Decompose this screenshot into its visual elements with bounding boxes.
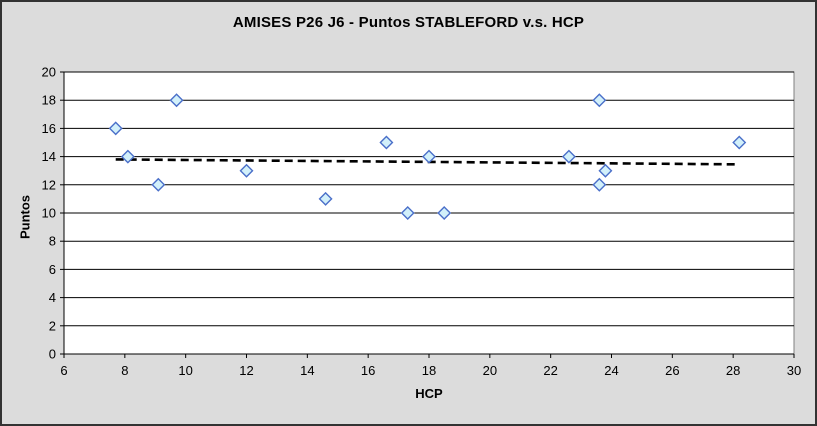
- data-point-diamond: [108, 121, 123, 136]
- data-point-diamond: [379, 135, 394, 150]
- x-tick-label: 8: [121, 363, 128, 378]
- data-point-diamond: [318, 191, 333, 206]
- y-tick-label: 20: [42, 65, 56, 80]
- data-point-diamond: [732, 135, 747, 150]
- data-point-diamond: [598, 163, 613, 178]
- y-tick-label: 10: [42, 206, 56, 221]
- data-point-diamond: [169, 93, 184, 108]
- x-tick-label: 10: [178, 363, 192, 378]
- x-tick-label: 22: [543, 363, 557, 378]
- y-tick-label: 0: [49, 347, 56, 362]
- data-point-diamond: [561, 149, 576, 164]
- x-tick-label: 24: [604, 363, 618, 378]
- x-tick-label: 12: [239, 363, 253, 378]
- y-tick-label: 16: [42, 121, 56, 136]
- x-tick-label: 30: [787, 363, 801, 378]
- x-tick-label: 20: [483, 363, 497, 378]
- data-point-diamond: [592, 177, 607, 192]
- chart-title: AMISES P26 J6 - Puntos STABLEFORD v.s. H…: [232, 14, 585, 31]
- x-axis-title: HCP: [415, 386, 443, 401]
- x-tick-label: 16: [361, 363, 375, 378]
- data-point-diamond: [592, 93, 607, 108]
- y-tick-label: 2: [49, 318, 56, 333]
- data-point-diamond: [400, 206, 415, 220]
- x-tick-label: 28: [726, 363, 740, 378]
- data-point-diamond: [151, 177, 166, 192]
- y-axis-title: Puntos: [17, 194, 33, 240]
- x-tick-label: 26: [665, 363, 679, 378]
- x-tick-label: 14: [300, 363, 314, 378]
- data-point-diamond: [437, 206, 452, 220]
- y-tick-label: 8: [49, 234, 56, 249]
- x-tick-label: 6: [60, 363, 67, 378]
- y-tick-label: 4: [49, 290, 56, 305]
- data-point-diamond: [120, 149, 135, 164]
- data-point-diamond: [239, 163, 254, 178]
- y-tick-label: 12: [42, 177, 56, 192]
- y-tick-label: 6: [49, 262, 56, 277]
- y-tick-label: 14: [42, 149, 56, 164]
- data-point-diamond: [422, 149, 436, 164]
- x-tick-label: 18: [422, 363, 436, 378]
- y-tick-label: 18: [42, 93, 56, 108]
